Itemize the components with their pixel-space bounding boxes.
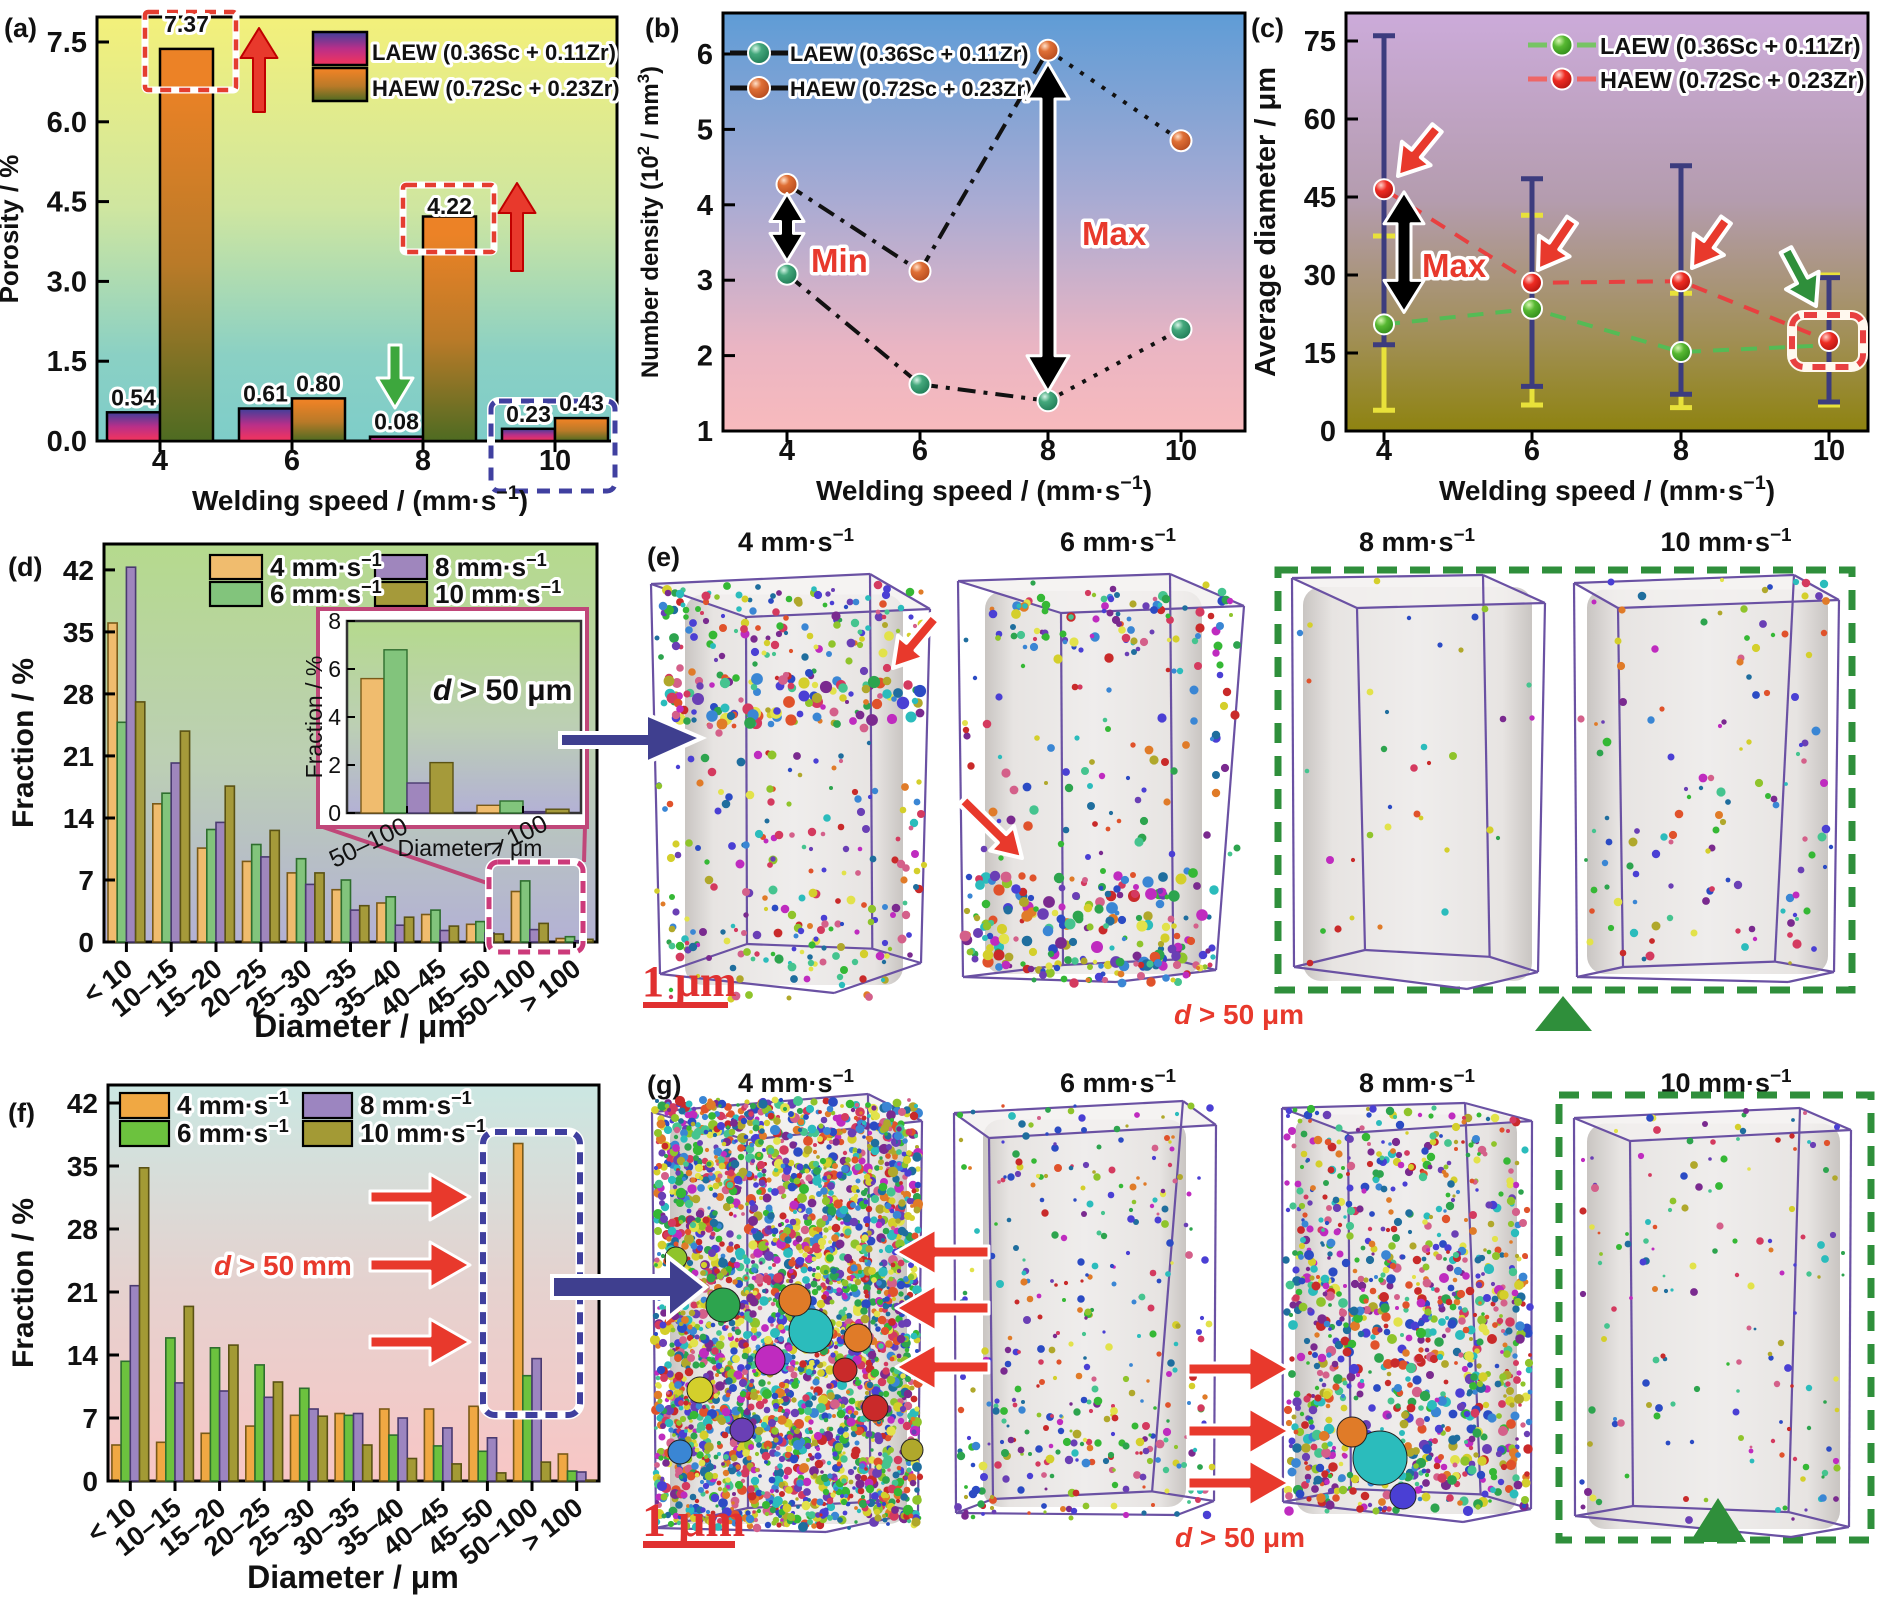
svg-text:4: 4	[1376, 435, 1392, 467]
svg-text:d > 50 μm: d > 50 μm	[433, 674, 572, 707]
svg-text:0.43: 0.43	[559, 390, 604, 416]
svg-text:Welding speed / (mm·s−1): Welding speed / (mm·s−1)	[816, 472, 1152, 506]
svg-text:Diameter / μm: Diameter / μm	[247, 1559, 459, 1595]
svg-text:5: 5	[697, 114, 713, 146]
svg-text:Number density (102 / mm3): Number density (102 / mm3)	[634, 66, 665, 378]
svg-text:6: 6	[328, 656, 341, 682]
svg-text:0: 0	[328, 800, 341, 826]
svg-text:0: 0	[1320, 416, 1336, 448]
svg-text:HAEW (0.72Sc + 0.23Zr): HAEW (0.72Sc + 0.23Zr)	[790, 77, 1032, 101]
svg-text:8: 8	[415, 445, 431, 477]
svg-text:0.0: 0.0	[47, 426, 87, 458]
svg-text:7.37: 7.37	[164, 11, 209, 37]
svg-text:35: 35	[63, 617, 94, 648]
svg-text:LAEW (0.36Sc + 0.11Zr): LAEW (0.36Sc + 0.11Zr)	[790, 42, 1028, 66]
svg-text:35: 35	[67, 1151, 98, 1182]
svg-text:45: 45	[1304, 182, 1336, 214]
svg-text:7: 7	[78, 865, 94, 896]
svg-text:Porosity / %: Porosity / %	[0, 155, 24, 304]
svg-text:Welding speed / (mm·s−1): Welding speed / (mm·s−1)	[192, 482, 528, 516]
svg-text:4.5: 4.5	[47, 187, 87, 219]
svg-text:21: 21	[63, 741, 94, 772]
svg-text:8 mm·s−1: 8 mm·s−1	[1359, 525, 1475, 558]
svg-text:Fraction / %: Fraction / %	[301, 656, 327, 779]
svg-text:21: 21	[67, 1277, 98, 1308]
svg-text:Min: Min	[811, 242, 868, 279]
svg-text:Diameter / μm: Diameter / μm	[254, 1008, 466, 1044]
svg-text:3: 3	[697, 265, 713, 297]
svg-text:(b): (b)	[645, 13, 679, 43]
svg-text:28: 28	[67, 1214, 98, 1245]
svg-text:(c): (c)	[1251, 13, 1284, 43]
svg-text:LAEW (0.36Sc + 0.11Zr): LAEW (0.36Sc + 0.11Zr)	[372, 40, 616, 65]
svg-text:8: 8	[1040, 435, 1056, 467]
svg-text:HAEW (0.72Sc + 0.23Zr): HAEW (0.72Sc + 0.23Zr)	[372, 76, 620, 101]
svg-text:15: 15	[1304, 338, 1336, 370]
svg-text:8 mm·s−1: 8 mm·s−1	[435, 550, 547, 582]
svg-text:(f): (f)	[8, 1098, 35, 1128]
svg-text:0: 0	[78, 927, 94, 958]
svg-text:0: 0	[82, 1466, 98, 1497]
svg-text:(g): (g)	[647, 1070, 681, 1100]
svg-text:4: 4	[152, 445, 168, 477]
svg-text:Diameter / μm: Diameter / μm	[398, 835, 543, 861]
svg-text:Average diameter / μm: Average diameter / μm	[1250, 67, 1282, 377]
svg-text:7.5: 7.5	[47, 27, 87, 59]
svg-text:6: 6	[1524, 435, 1540, 467]
svg-text:42: 42	[67, 1088, 98, 1119]
svg-text:10: 10	[1813, 435, 1845, 467]
svg-text:0.54: 0.54	[111, 384, 156, 410]
svg-text:Fraction / %: Fraction / %	[7, 658, 40, 828]
svg-text:1 μm: 1 μm	[642, 957, 737, 1006]
svg-text:d > 50 μm: d > 50 μm	[1174, 999, 1304, 1030]
svg-text:10 mm·s−1: 10 mm·s−1	[1660, 525, 1791, 558]
svg-text:1.5: 1.5	[47, 346, 87, 378]
svg-text:4: 4	[779, 435, 795, 467]
svg-text:d > 50 mm: d > 50 mm	[214, 1250, 352, 1281]
svg-text:Fraction / %: Fraction / %	[7, 1198, 40, 1368]
svg-text:6: 6	[697, 39, 713, 71]
svg-text:0.23: 0.23	[506, 401, 551, 427]
svg-text:75: 75	[1304, 26, 1336, 58]
svg-text:6: 6	[284, 445, 300, 477]
svg-text:14: 14	[67, 1340, 99, 1371]
svg-text:14: 14	[63, 803, 95, 834]
svg-text:Max: Max	[1422, 247, 1487, 284]
svg-text:4.22: 4.22	[427, 193, 472, 219]
svg-text:7: 7	[82, 1403, 98, 1434]
svg-text:10: 10	[1165, 435, 1197, 467]
svg-text:30: 30	[1304, 260, 1336, 292]
svg-text:(e): (e)	[647, 542, 680, 572]
svg-text:(d): (d)	[8, 552, 42, 582]
svg-text:28: 28	[63, 679, 94, 710]
svg-text:8: 8	[1673, 435, 1689, 467]
svg-text:8: 8	[328, 608, 341, 634]
svg-text:Welding speed / (mm·s−1): Welding speed / (mm·s−1)	[1439, 472, 1775, 506]
svg-text:HAEW (0.72Sc + 0.23Zr): HAEW (0.72Sc + 0.23Zr)	[1600, 67, 1864, 93]
svg-text:2: 2	[328, 752, 341, 778]
svg-text:60: 60	[1304, 104, 1336, 136]
svg-text:2: 2	[697, 341, 713, 373]
svg-text:10: 10	[539, 445, 571, 477]
svg-text:0.61: 0.61	[243, 381, 288, 407]
svg-text:4: 4	[697, 190, 713, 222]
svg-text:Max: Max	[1082, 215, 1147, 252]
svg-text:10 mm·s−1: 10 mm·s−1	[360, 1116, 486, 1148]
svg-text:4: 4	[328, 704, 341, 730]
svg-text:42: 42	[63, 555, 94, 586]
svg-text:3.0: 3.0	[47, 266, 87, 298]
svg-text:LAEW (0.36Sc + 0.11Zr): LAEW (0.36Sc + 0.11Zr)	[1600, 33, 1861, 59]
svg-text:0.08: 0.08	[374, 409, 419, 435]
svg-text:0.80: 0.80	[296, 370, 341, 396]
svg-text:1: 1	[697, 416, 713, 448]
svg-text:6: 6	[912, 435, 928, 467]
svg-text:(a): (a)	[4, 13, 37, 43]
svg-text:6.0: 6.0	[47, 107, 87, 139]
